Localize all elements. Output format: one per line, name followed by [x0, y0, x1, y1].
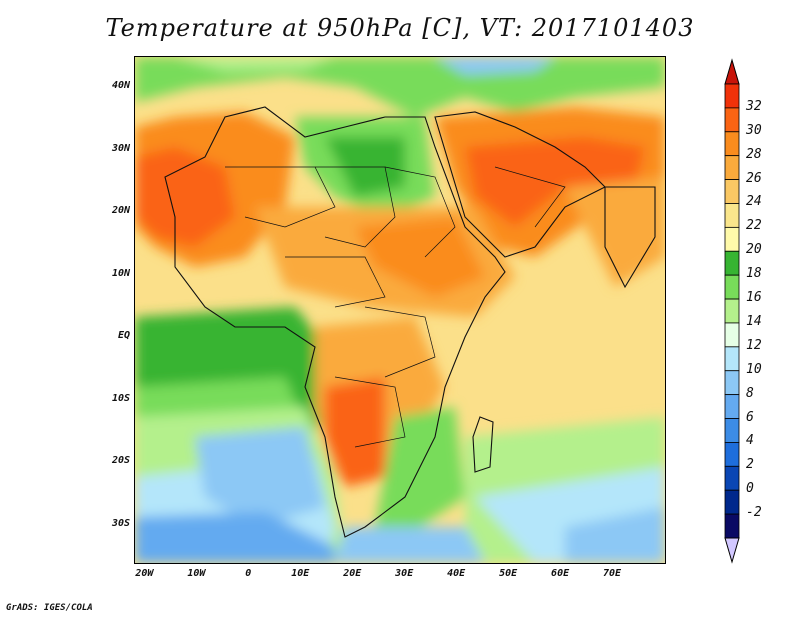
- colorbar-swatch: [724, 131, 740, 157]
- colorbar-swatch: [724, 322, 740, 348]
- colorbar-label: 30: [746, 122, 762, 138]
- colorbar-label: 6: [746, 409, 754, 425]
- colorbar-swatch: [724, 107, 740, 133]
- longitude-label: 10E: [291, 568, 310, 579]
- colorbar: [724, 58, 740, 564]
- colorbar-swatch: [724, 489, 740, 515]
- colorbar-label: 4: [746, 433, 754, 449]
- colorbar-label: 0: [746, 481, 754, 497]
- temperature-map: [134, 56, 666, 564]
- colorbar-swatch: [724, 155, 740, 180]
- longitude-label: 0: [245, 568, 252, 579]
- latitude-label: 20N: [111, 205, 130, 217]
- colorbar-swatch: [724, 394, 740, 419]
- colorbar-swatch: [724, 418, 740, 443]
- colorbar-label: 2: [746, 457, 754, 473]
- colorbar-swatch: [724, 83, 740, 109]
- longitude-label: 20W: [135, 568, 154, 579]
- colorbar-label: -2: [746, 505, 762, 521]
- longitude-label: 40E: [447, 568, 466, 579]
- colorbar-label: 14: [746, 313, 762, 329]
- colorbar-label: 10: [746, 361, 762, 377]
- colorbar-swatch: [724, 298, 740, 324]
- latitude-label: 30S: [111, 517, 130, 529]
- latitude-label: 20S: [111, 455, 130, 467]
- colorbar-swatch: [724, 465, 740, 491]
- colorbar-label: 8: [746, 385, 754, 401]
- latitude-label: 30N: [111, 142, 130, 154]
- colorbar-swatch: [724, 226, 740, 252]
- colorbar-label: 22: [746, 218, 762, 234]
- colorbar-bottom-arrow: [724, 537, 740, 564]
- map-title: Temperature at 950hPa [C], VT: 201710140…: [105, 14, 695, 42]
- colorbar-label: 20: [746, 242, 762, 258]
- colorbar-label: 12: [746, 337, 762, 353]
- colorbar-swatch: [724, 370, 740, 396]
- longitude-label: 20E: [343, 568, 362, 579]
- colorbar-swatch: [724, 442, 740, 467]
- coastlines: [164, 106, 656, 538]
- colorbar-swatch: [724, 346, 740, 372]
- latitude-label: 10N: [111, 267, 130, 279]
- longitude-label: 50E: [499, 568, 518, 579]
- latitude-label: 40N: [111, 80, 130, 92]
- longitude-label: 30E: [395, 568, 414, 579]
- colorbar-swatch: [724, 203, 740, 228]
- colorbar-swatch: [724, 250, 740, 276]
- colorbar-swatch: [724, 274, 740, 300]
- colorbar-label: 28: [746, 146, 762, 162]
- software-credit: GrADS: IGES/COLA: [6, 603, 93, 613]
- country-borders: [225, 166, 566, 448]
- longitude-label: 70E: [603, 568, 622, 579]
- latitude-label: EQ: [117, 330, 130, 342]
- colorbar-swatch: [724, 179, 740, 204]
- colorbar-top-arrow: [724, 58, 740, 85]
- colorbar-label: 18: [746, 266, 762, 282]
- latitude-label: 10S: [111, 392, 130, 404]
- temperature-field: [135, 57, 665, 563]
- colorbar-label: 32: [746, 98, 762, 114]
- colorbar-label: 16: [746, 290, 762, 306]
- colorbar-swatch: [724, 513, 740, 539]
- colorbar-label: 26: [746, 170, 762, 186]
- longitude-label: 60E: [551, 568, 570, 579]
- longitude-label: 10W: [187, 568, 206, 579]
- colorbar-label: 24: [746, 194, 762, 210]
